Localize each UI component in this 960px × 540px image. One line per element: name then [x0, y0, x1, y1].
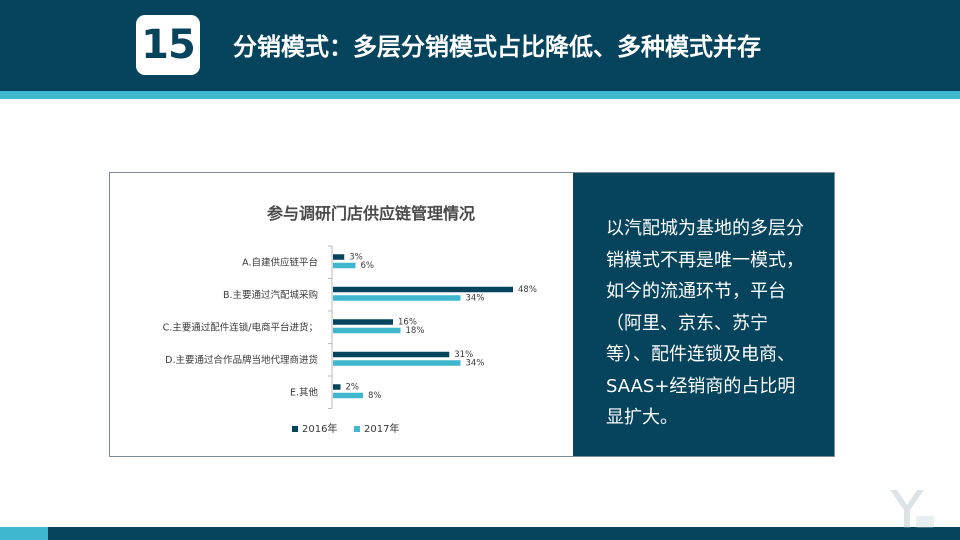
bar-2016: [333, 351, 450, 358]
data-label: 34%: [466, 293, 485, 303]
data-label: 48%: [518, 285, 537, 295]
logo-watermark: [890, 490, 934, 528]
footer-bar: [0, 527, 960, 540]
summary-text: 以汽配城为基地的多层分销模式不再是唯一模式，如今的流通环节，平台（阿里、京东、苏…: [606, 218, 804, 428]
category-label: A.自建供应链平台: [242, 256, 318, 268]
bar-2016: [333, 384, 341, 390]
data-label: 16%: [398, 317, 417, 327]
bar-2017: [333, 392, 363, 399]
legend-swatch-2016: [292, 426, 298, 432]
slide-number-badge: 15: [136, 15, 200, 75]
header-accent-stripe: [0, 91, 960, 99]
bar-2016: [333, 319, 393, 325]
bar-chart: A.自建供应链平台 3%6% B.主要通过汽配城采购 48% 34% C.主要通过配件连锁…: [163, 245, 537, 435]
data-label: 18%: [406, 326, 425, 336]
legend-label: 2017年: [364, 422, 399, 435]
category-label: C.主要通过配件连锁/电商平台进货；: [163, 321, 318, 333]
slide-title: 分销模式：多层分销模式占比降低、多种模式并存: [233, 33, 761, 61]
category-label: B.主要通过汽配城采购: [223, 289, 318, 301]
bar-2017: [333, 295, 461, 301]
data-label: 34%: [466, 358, 485, 368]
summary-panel: [573, 173, 834, 456]
data-label: 3%: [349, 252, 363, 262]
data-label: 2%: [346, 382, 360, 392]
legend-label: 2016年: [302, 422, 337, 435]
bar-2016: [333, 254, 345, 260]
bar-2017: [333, 262, 356, 269]
data-label: 31%: [454, 350, 473, 360]
category-label: E.其他: [290, 386, 319, 398]
bar-2017: [333, 360, 461, 366]
chart-title: 参与调研门店供应链管理情况: [267, 204, 476, 223]
footer-accent: [0, 527, 48, 540]
category-label: D.主要通过合作品牌当地代理商进货: [165, 354, 318, 366]
bar-2016: [333, 286, 513, 293]
data-label: 6%: [361, 261, 375, 271]
bar-2017: [333, 327, 401, 334]
legend-swatch-2017: [354, 426, 360, 432]
data-label: 8%: [368, 391, 382, 401]
